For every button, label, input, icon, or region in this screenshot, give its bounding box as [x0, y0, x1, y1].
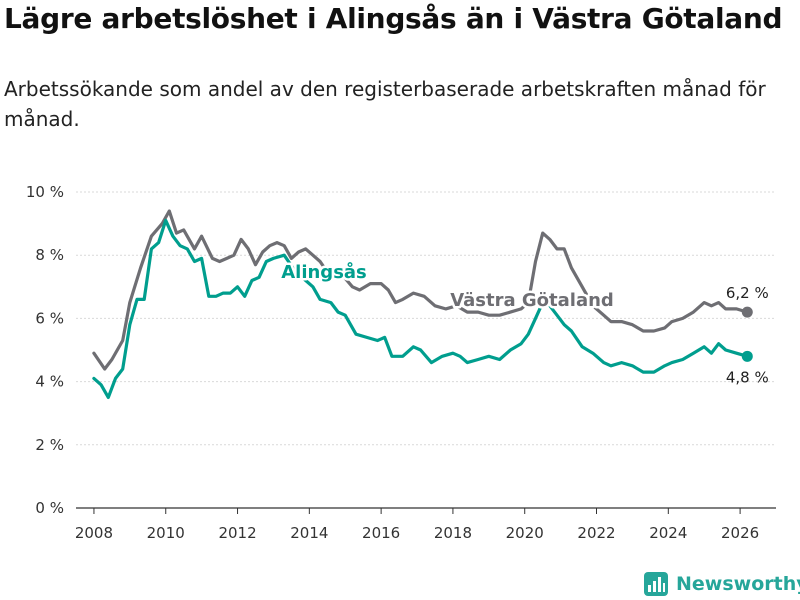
x-tick-label: 2012: [218, 524, 256, 542]
series-line-alingsas: [92, 218, 749, 399]
series-name-label-halo: Alingsås: [281, 261, 367, 283]
series-end-label: 4,8 %: [726, 368, 769, 386]
x-tick-label: 2010: [147, 524, 185, 542]
x-tick-label: 2008: [75, 524, 113, 542]
series-end-marker: [741, 306, 753, 318]
x-tick-label: 2016: [362, 524, 400, 542]
chart-title: Lägre arbetslöshet i Alingsås än i Västr…: [4, 2, 783, 35]
y-tick-label: 10 %: [26, 183, 64, 201]
brand-name: Newsworthy: [676, 573, 800, 595]
x-tick-label: 2026: [721, 524, 759, 542]
x-tick-label: 2024: [649, 524, 687, 542]
brand-logo: Newsworthy: [644, 568, 800, 600]
x-tick-label: 2014: [290, 524, 328, 542]
series-name-label: Alingsås: [281, 261, 367, 283]
chart-subtitle: Arbetssökande som andel av den registerb…: [4, 77, 766, 131]
y-tick-label: 0 %: [35, 499, 64, 517]
newsworthy-logo-icon: [644, 572, 668, 596]
x-tick-label: 2020: [506, 524, 544, 542]
y-tick-label: 2 %: [35, 436, 64, 454]
series-name-label-halo: Västra Götaland: [450, 290, 614, 311]
series-name-label: Västra Götaland: [450, 290, 614, 311]
x-tick-label: 2018: [434, 524, 472, 542]
x-tick-label: 2022: [577, 524, 615, 542]
series-end-marker: [741, 350, 753, 362]
y-tick-label: 6 %: [35, 309, 64, 327]
series-end-label: 6,2 %: [726, 284, 769, 302]
y-tick-label: 4 %: [35, 373, 64, 391]
y-tick-label: 8 %: [35, 246, 64, 264]
series-line-vastra-gotaland: [92, 209, 749, 371]
